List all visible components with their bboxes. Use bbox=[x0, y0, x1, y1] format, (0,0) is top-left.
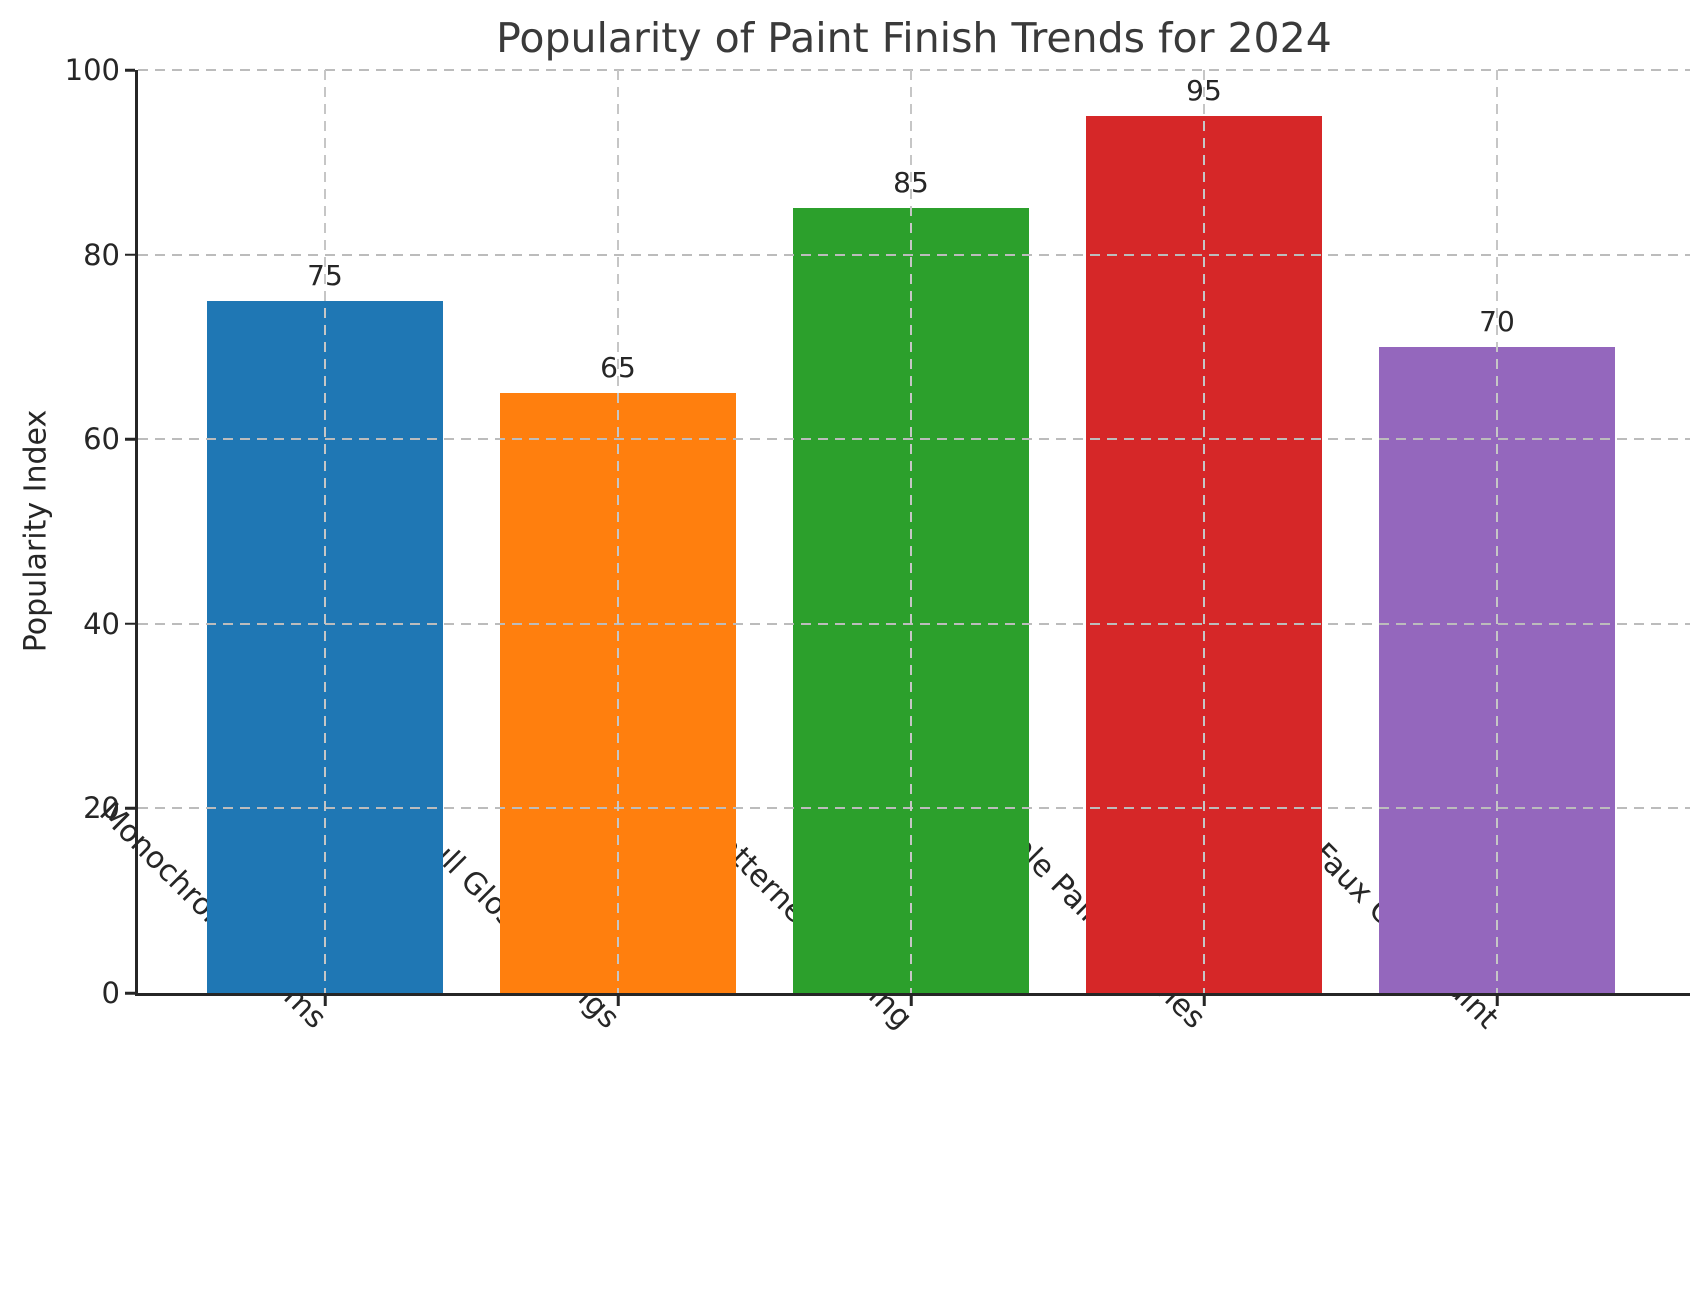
bar-value-label-2: 85 bbox=[893, 166, 929, 200]
h-gridline-20 bbox=[138, 807, 1690, 810]
y-tick-100 bbox=[125, 68, 135, 72]
y-tick-label-100: 100 bbox=[64, 53, 120, 87]
v-gridline-3 bbox=[1203, 70, 1205, 993]
h-gridline-80 bbox=[138, 253, 1690, 256]
x-tick-4 bbox=[1495, 996, 1499, 1006]
y-tick-80 bbox=[125, 253, 135, 256]
bar-value-label-1: 65 bbox=[600, 351, 636, 385]
x-tick-3 bbox=[1202, 996, 1206, 1006]
h-gridline-60 bbox=[138, 438, 1690, 441]
x-tick-0 bbox=[323, 996, 327, 1006]
y-tick-label-40: 40 bbox=[83, 606, 120, 641]
y-tick-40 bbox=[125, 622, 135, 626]
y-tick-label-20: 20 bbox=[83, 791, 120, 826]
x-tick-2 bbox=[909, 996, 913, 1006]
y-tick-label-0: 0 bbox=[101, 976, 120, 1010]
y-tick-20 bbox=[125, 807, 135, 810]
bar-value-label-0: 75 bbox=[307, 258, 343, 292]
v-gridline-2 bbox=[910, 70, 912, 993]
y-axis-label: Popularity Index bbox=[18, 409, 54, 653]
x-tick-1 bbox=[616, 996, 620, 1006]
v-gridline-0 bbox=[324, 70, 326, 993]
x-axis-spine bbox=[135, 993, 1690, 996]
chart-title: Popularity of Paint Finish Trends for 20… bbox=[496, 14, 1332, 62]
h-gridline-40 bbox=[138, 622, 1690, 625]
h-gridline-100 bbox=[138, 69, 1690, 71]
y-tick-0 bbox=[125, 991, 135, 995]
v-gridline-4 bbox=[1496, 70, 1498, 993]
bar-value-label-3: 95 bbox=[1186, 74, 1222, 108]
y-axis-spine bbox=[135, 70, 138, 996]
v-gridline-1 bbox=[617, 70, 619, 993]
y-tick-60 bbox=[125, 437, 135, 441]
bar-value-label-4: 70 bbox=[1479, 304, 1515, 338]
y-tick-label-80: 80 bbox=[83, 237, 120, 272]
y-tick-label-60: 60 bbox=[83, 422, 120, 457]
